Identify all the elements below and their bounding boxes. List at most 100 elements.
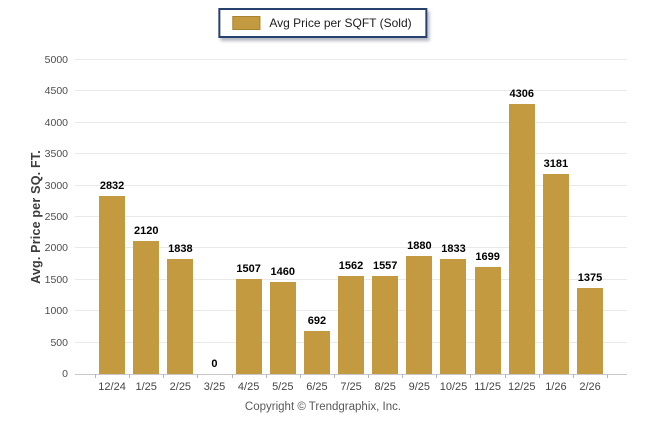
bar-value-label: 1460 — [270, 266, 296, 279]
bar-column: 1562 — [334, 60, 368, 374]
bar-column: 1557 — [368, 60, 402, 374]
y-tick-label: 2500 — [44, 211, 68, 223]
x-tick-mark — [607, 374, 608, 378]
gridline — [75, 184, 627, 186]
x-axis-labels: 12/24 1/25 2/25 3/25 4/25 5/25 6/25 7/25 8/25 9/2… — [75, 381, 627, 393]
y-tick-label: 1000 — [44, 305, 68, 318]
x-tick-mark — [265, 374, 267, 378]
y-tick-label: 0 — [62, 368, 68, 380]
bar-column: 692 — [300, 60, 334, 374]
bar-column: 2832 — [95, 60, 129, 374]
bar[interactable] — [440, 258, 467, 374]
x-axis-label: 8/25 — [374, 381, 396, 393]
bar-column: 2120 — [129, 60, 163, 374]
bar[interactable] — [303, 330, 330, 374]
gridline — [75, 59, 627, 60]
gridline — [75, 121, 627, 123]
x-axis-label: 4/25 — [237, 381, 260, 393]
bar-column: 1838 — [163, 60, 197, 374]
bar-column: 1833 — [436, 60, 470, 374]
bar[interactable] — [167, 258, 194, 374]
gridline — [75, 216, 627, 217]
y-tick-label: 3500 — [44, 148, 68, 161]
bar-column: 1460 — [266, 60, 300, 374]
x-tick-mark — [470, 374, 472, 378]
y-tick-label: 1500 — [44, 273, 68, 286]
bar-value-label: 1833 — [441, 242, 466, 255]
y-axis-tick-labels: 0 500 1000 1500 2000 2500 3000 3500 4000 4500 5000 — [0, 54, 68, 380]
bar[interactable] — [542, 174, 569, 374]
x-axis-label: 7/25 — [340, 381, 362, 393]
bar-value-label: 692 — [307, 314, 327, 327]
bar-value-label: 1375 — [577, 271, 603, 284]
legend[interactable]: Avg Price per SQFT (Sold) — [218, 8, 428, 38]
bar[interactable] — [338, 275, 365, 374]
legend-swatch-icon — [232, 16, 261, 30]
bar[interactable] — [508, 103, 535, 374]
x-axis-label: 9/25 — [408, 381, 431, 393]
bar[interactable] — [372, 276, 399, 374]
bar-column: 3181 — [539, 60, 573, 374]
x-axis-label: 10/25 — [439, 381, 468, 393]
y-tick-label: 3000 — [44, 179, 68, 192]
x-tick-mark — [333, 374, 335, 378]
bar-value-label: 1838 — [168, 242, 193, 255]
x-axis-label: 3/25 — [203, 381, 226, 393]
x-tick-mark — [163, 374, 165, 378]
x-tick-mark — [197, 374, 199, 378]
plot-area: 2832 2120 1838 0 1507 1460 692 1562 1557 1880 1833… — [75, 59, 627, 378]
x-axis-label: 12/24 — [98, 381, 126, 393]
x-axis-label: 2/25 — [169, 381, 192, 393]
x-tick-mark — [129, 374, 131, 378]
bar-value-label: 1557 — [372, 260, 398, 273]
legend-label: Avg Price per SQFT (Sold) — [269, 16, 412, 30]
bar-column: 1699 — [471, 60, 505, 374]
x-axis-label: 1/26 — [545, 381, 567, 393]
x-axis-label: 11/25 — [474, 381, 501, 393]
bar-value-label: 2832 — [99, 180, 125, 193]
x-tick-mark — [368, 374, 370, 378]
gridline — [75, 90, 627, 92]
gridline — [75, 153, 627, 155]
x-tick-mark — [538, 374, 540, 378]
copyright-text: Copyright © Trendgraphix, Inc. — [244, 401, 402, 413]
x-tick-mark — [299, 374, 301, 378]
bar-value-label: 1562 — [338, 259, 364, 272]
bar[interactable] — [269, 282, 296, 374]
x-axis-label: 1/25 — [135, 381, 157, 393]
bar[interactable] — [577, 287, 604, 374]
y-tick-label: 500 — [50, 336, 68, 349]
y-tick-label: 5000 — [44, 54, 68, 66]
bars-container: 2832 2120 1838 0 1507 1460 692 1562 1557 1880 1833… — [75, 60, 627, 374]
bar[interactable] — [235, 279, 262, 374]
bar-column: 1375 — [573, 60, 607, 374]
bar-column: 1507 — [232, 60, 266, 374]
bar-column: 0 — [197, 60, 231, 374]
bar[interactable] — [474, 267, 501, 374]
x-axis-tick-marks — [95, 374, 608, 379]
bar-value-label: 1880 — [407, 239, 432, 252]
bar[interactable] — [406, 255, 433, 374]
y-tick-label: 4000 — [44, 116, 68, 129]
bar-value-label: 4306 — [509, 87, 534, 100]
gridline — [75, 247, 627, 249]
x-axis-label: 5/25 — [272, 381, 294, 393]
bar-value-label: 3181 — [543, 158, 569, 171]
bar-value-label: 2120 — [133, 224, 159, 237]
bar[interactable] — [99, 196, 126, 374]
bar-value-label: 1699 — [475, 251, 500, 264]
x-axis-label: 12/25 — [507, 381, 536, 393]
bar[interactable] — [133, 240, 160, 374]
bar-value-label: 0 — [211, 358, 218, 370]
x-axis-label: 6/25 — [306, 381, 328, 393]
x-tick-mark — [402, 374, 404, 378]
x-tick-mark — [231, 374, 233, 378]
y-tick-label: 2000 — [44, 242, 68, 255]
y-tick-label: 4500 — [44, 85, 68, 98]
x-tick-mark — [95, 374, 96, 378]
x-tick-mark — [572, 374, 574, 378]
x-axis-label: 2/26 — [579, 381, 601, 393]
x-tick-mark — [436, 374, 438, 378]
bar-column: 1880 — [402, 60, 436, 374]
